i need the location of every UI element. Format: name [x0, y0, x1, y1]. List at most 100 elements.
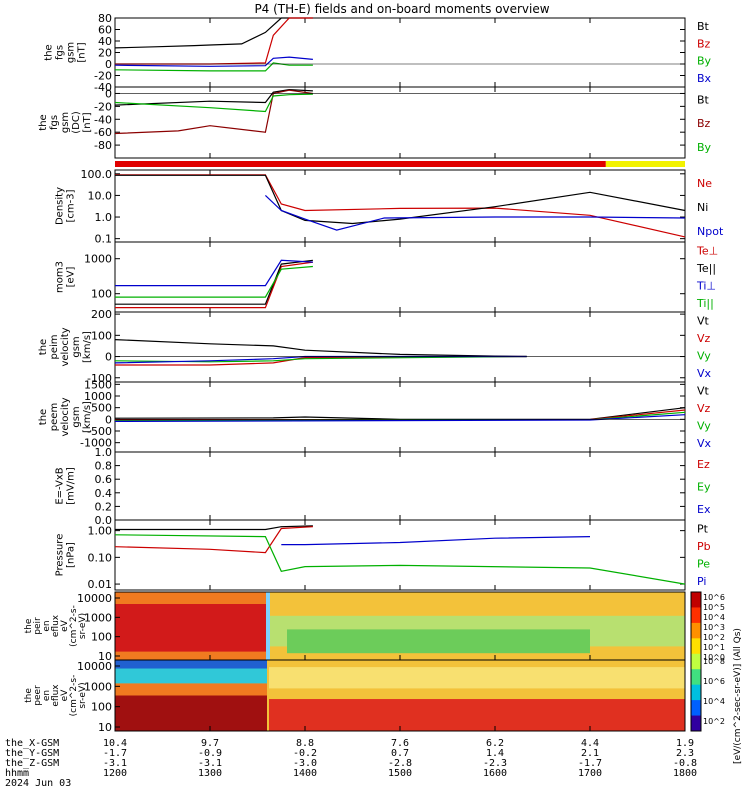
y-tick-label: -20 [94, 100, 112, 113]
y-tick-label: 100 [91, 701, 112, 714]
legend-entry: Ne [697, 177, 712, 190]
y-tick-label: 1000 [84, 680, 112, 693]
y-axis-label: [nT] [82, 112, 93, 132]
orbit-axis: the_X-GSM 10.4 9.7 8.8 7.6 6.2 4.4 1.9 the_Y-GSM… [5, 738, 697, 789]
y-axis-label: (cm^2-s- [69, 605, 79, 647]
colorbar-label: [eV/(cm^2-sec-sr-eV)] (All Qs) [733, 628, 743, 764]
series-Npot [264, 194, 686, 231]
orbit-value: 9.7 [201, 738, 219, 749]
series-Pt [115, 525, 313, 531]
orbit-value: 1600 [483, 768, 507, 779]
colorbar-tick: 10^0 [703, 653, 725, 662]
legend-entry: Pi [697, 575, 706, 588]
y-tick-label: 500 [91, 402, 112, 415]
y-tick-label: 20 [98, 47, 112, 60]
y-tick-label: 1.0 [95, 446, 113, 459]
y-tick-label: 10000 [77, 660, 112, 673]
y-axis-label: eflux [51, 614, 61, 637]
legend-entry: Vz [697, 402, 711, 415]
y-axis-label: [km/s] [82, 331, 93, 363]
y-axis-label: (DC) [71, 111, 82, 134]
y-axis-label: (cm^2-s- [69, 675, 79, 717]
colorbar-segment [691, 715, 701, 732]
colorbar-segment [691, 622, 701, 639]
legend-entry: Ti|| [696, 297, 714, 310]
colorbar-segment [691, 684, 701, 701]
orbit-value: -1.7 [103, 748, 127, 759]
panel-frame [114, 311, 686, 383]
colorbar-tick: 10^2 [703, 717, 725, 726]
y-tick-label: 1000 [84, 611, 112, 624]
orbit-value: -0.9 [198, 748, 222, 759]
colorbar-tick: 10^4 [703, 697, 725, 706]
y-axis-label: gsm [71, 336, 82, 357]
legend-entry: Ez [697, 458, 710, 471]
y-tick-label: 1500 [84, 378, 112, 391]
y-axis-label: the [38, 409, 49, 425]
orbit-value: -3.1 [103, 758, 127, 769]
chart-title: P4 (TH-E) fields and on-board moments ov… [254, 2, 549, 16]
orbit-value: -1.7 [578, 758, 602, 769]
y-tick-label: 40 [98, 35, 112, 48]
panel-6: 1.00.80.60.40.20.0 E=-VxB [mV/m] Ez Ey Ex [55, 446, 711, 527]
orbit-value: 7.6 [391, 738, 409, 749]
series-Ne [115, 174, 686, 238]
y-axis-label: [mV/m] [66, 467, 77, 505]
spectrogram-1: 10000 1000 100 10 the peer en eflux eV (cm^2-s-sr… [24, 659, 686, 734]
series-Ti|| [115, 265, 313, 298]
mode-bar [115, 161, 685, 167]
series-Vt [114, 407, 686, 420]
y-axis-label: peir [33, 617, 43, 635]
y-axis-label: [eV] [66, 267, 77, 288]
mode-bar-yellow [605, 161, 685, 167]
orbit-date: 2024 Jun 03 [5, 778, 71, 789]
y-tick-label: 0 [105, 87, 112, 100]
y-axis-label: [cm-3] [66, 189, 77, 222]
panel-frame [114, 169, 686, 243]
y-tick-label: 0 [105, 58, 112, 71]
legend-entry: Vt [697, 314, 710, 327]
y-axis-label: fgs [55, 45, 66, 60]
panel-frame [114, 17, 686, 88]
legend-entry: Bx [697, 72, 712, 85]
orbit-row-label: the_X-GSM [5, 738, 59, 749]
y-axis-label: sr-eV) [78, 613, 88, 639]
spec-band [266, 592, 270, 660]
series-Bx [114, 56, 313, 67]
y-tick-label: 1000 [84, 390, 112, 403]
y-axis-label: peer [33, 685, 43, 706]
orbit-value: 1500 [388, 768, 412, 779]
y-tick-label: 10000 [77, 592, 112, 605]
y-tick-label: -1000 [80, 437, 112, 450]
spec-band [115, 695, 267, 731]
orbit-value: 6.2 [486, 738, 504, 749]
legend-entry: Npot [697, 225, 724, 238]
legend-entry: By [697, 141, 712, 154]
y-axis-label: the [44, 44, 55, 60]
orbit-value: 1700 [578, 768, 602, 779]
y-axis-label: gsm [66, 42, 77, 63]
legend-entry: Te⊥ [696, 244, 718, 257]
spec-band [287, 629, 590, 654]
orbit-value: -2.3 [483, 758, 507, 769]
legend-entry: Vx [697, 367, 712, 380]
orbit-value: -2.8 [388, 758, 412, 769]
orbit-value: 10.4 [103, 738, 127, 749]
colorbar: 10^610^510^410^310^210^110^010^810^610^4… [690, 591, 743, 764]
legend-entry: Vt [697, 384, 710, 397]
series-Bt [114, 17, 313, 49]
panel-4: 200 100 0 -100 the peim velocity gsm [km/s] Vt Vz V… [38, 308, 712, 385]
y-tick-label: -500 [87, 425, 112, 438]
y-axis-label: gsm [71, 406, 82, 427]
orbit-value: 1400 [293, 768, 317, 779]
colorbar-tick: 10^6 [703, 677, 725, 686]
orbit-value: 1200 [103, 768, 127, 779]
y-axis-label: [nPa] [66, 542, 77, 568]
y-axis-label: en [42, 690, 52, 701]
colorbar-tick: 10^3 [703, 623, 725, 632]
y-axis-label: E=-VxB [55, 467, 66, 504]
legend-entry: Ey [697, 481, 711, 494]
